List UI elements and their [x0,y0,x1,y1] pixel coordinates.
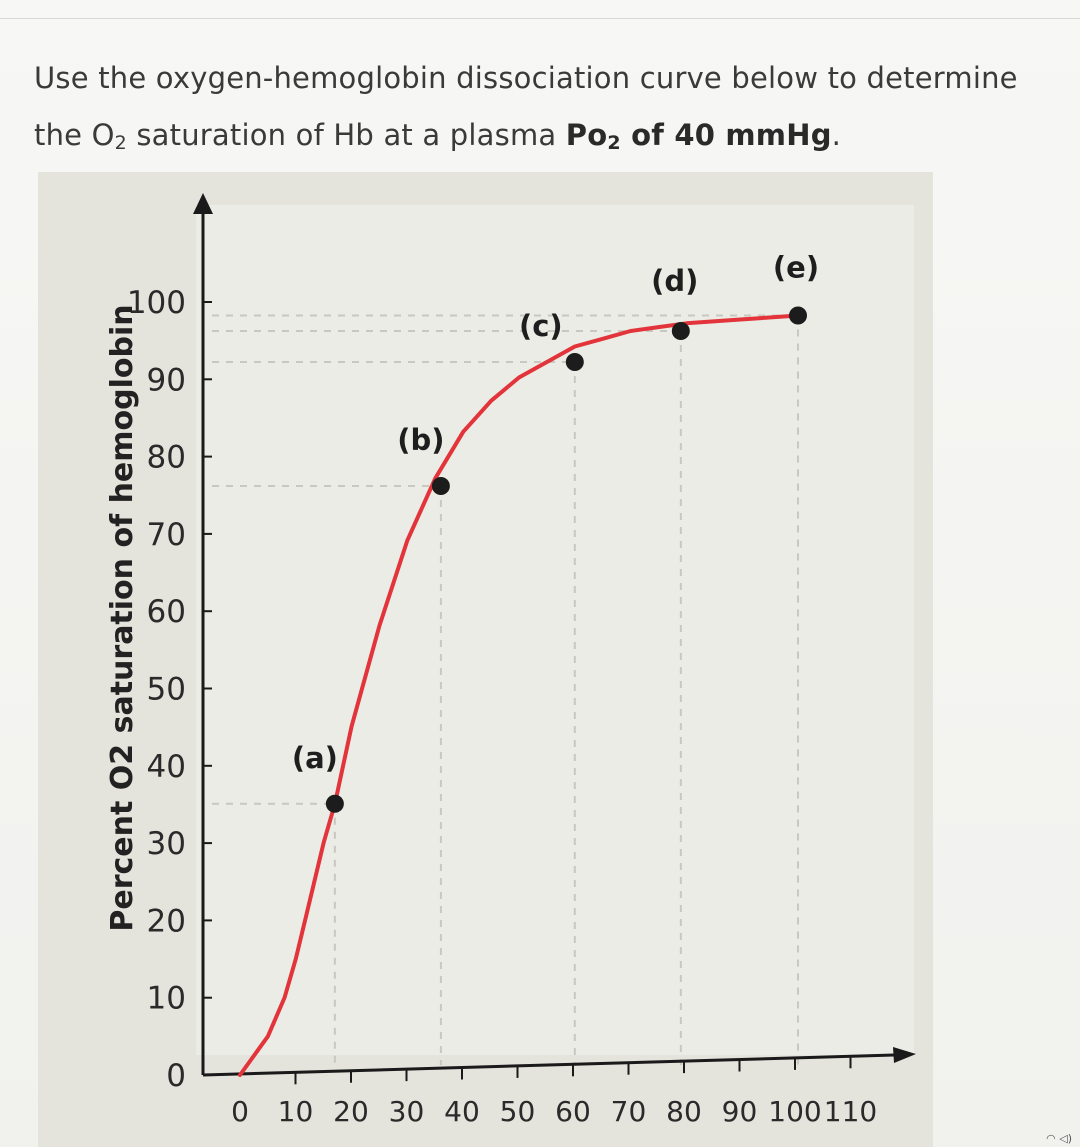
y-tick-label: 70 [147,517,186,553]
y-axis-label: Percent O2 saturation of hemoglobin [105,304,140,931]
system-tray-icons: ◠ ◁) [1046,1132,1072,1145]
x-tick-label: 40 [444,1095,480,1128]
point-label: (c) [519,309,563,343]
point-label: (a) [292,741,338,775]
data-point [565,353,584,371]
x-tick-label: 20 [333,1095,369,1128]
question-subscript-2: 2 [607,132,621,154]
question-end: . [831,118,842,152]
data-point [325,794,344,813]
y-tick-label: 10 [147,981,186,1017]
y-tick-label: 100 [127,285,186,321]
point-label: (b) [397,423,444,457]
data-point [789,306,807,325]
x-tick-label: 50 [500,1095,536,1128]
x-tick-label: 30 [389,1095,425,1128]
question-text: Use the oxygen-hemoglobin dissociation c… [34,50,1074,172]
question-part-1: Use the oxygen-hemoglobin dissociation c… [34,61,1018,152]
x-tick-label: 60 [555,1095,591,1128]
data-point [431,477,450,495]
dissociation-curve [238,313,800,1077]
x-axis-line [202,1053,896,1077]
top-divider [0,18,1080,19]
y-tick-label: 30 [147,826,186,862]
x-tick-label: 110 [824,1095,877,1128]
y-tick-label: 80 [147,440,186,476]
y-axis-arrow [193,193,213,214]
point-label: (d) [651,264,698,298]
data-point [671,322,690,340]
x-tick-label: 70 [611,1095,647,1128]
x-tick-label: 10 [278,1095,314,1128]
x-tick-label: 0 [231,1095,249,1128]
question-bold-po2: Po2 of 40 mmHg [565,118,832,154]
y-tick-label: 60 [147,594,186,630]
point-label: (e) [773,251,819,285]
question-subscript-1: 2 [114,132,127,154]
wifi-icon: ◠ [1046,1132,1056,1145]
y-tick-label: 90 [147,362,186,398]
y-tick-label: 50 [147,672,186,708]
x-tick-label: 80 [666,1095,702,1128]
y-tick-label: 40 [147,749,186,785]
y-tick-label: 0 [166,1058,186,1094]
x-tick-label: 90 [722,1095,758,1128]
plot-panel [196,205,914,1055]
x-axis-arrow [893,1047,916,1063]
x-tick-label: 100 [768,1095,821,1128]
question-bold-value: of 40 mmHg [620,118,832,152]
question-part-2: saturation of Hb at a plasma [126,118,566,152]
speaker-icon: ◁) [1059,1132,1072,1145]
y-tick-label: 20 [147,903,186,939]
question-bold-prefix: Po [565,118,608,152]
